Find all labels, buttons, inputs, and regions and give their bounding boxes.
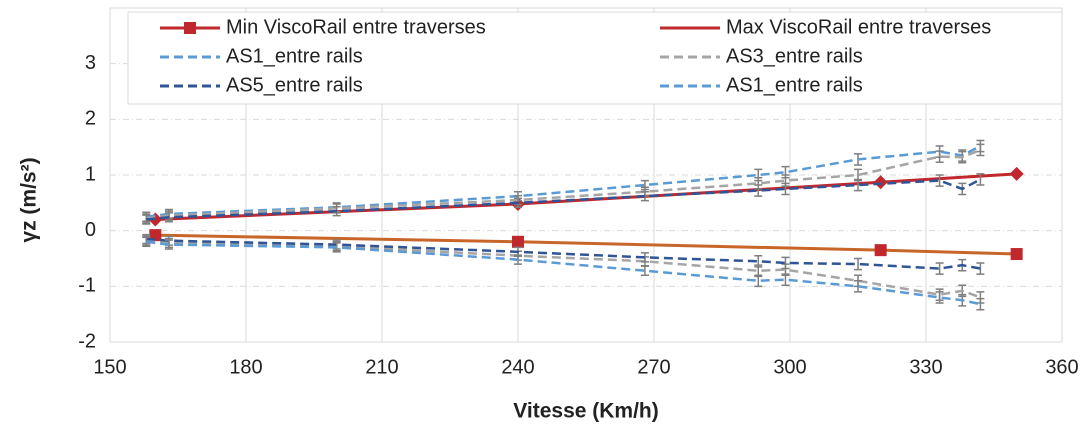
error-bar xyxy=(935,174,944,187)
x-tick-label: 300 xyxy=(773,356,806,378)
error-bar xyxy=(976,297,985,311)
y-tick-label: 0 xyxy=(85,219,96,241)
error-bar xyxy=(640,190,649,202)
legend-label: Max ViscoRail entre traverses xyxy=(726,16,991,38)
error-bar xyxy=(935,150,944,163)
y-axis-label: γz (m/s²) xyxy=(18,157,41,242)
y-tick-label: -2 xyxy=(78,330,96,352)
y-tick-label: 2 xyxy=(85,108,96,130)
marker xyxy=(874,244,887,257)
y-tick-label: 1 xyxy=(85,163,96,185)
x-tick-label: 330 xyxy=(909,356,942,378)
legend-box xyxy=(127,11,1063,105)
error-bar xyxy=(976,173,985,186)
marker xyxy=(512,235,524,248)
x-tick-label: 150 xyxy=(93,356,126,378)
error-bar xyxy=(935,262,944,275)
series-line xyxy=(146,144,981,218)
marker xyxy=(1009,166,1024,181)
series-line xyxy=(146,239,981,299)
plot-area xyxy=(109,7,1063,343)
series-line xyxy=(155,233,1017,256)
error-bar xyxy=(640,265,649,276)
x-tick-label: 360 xyxy=(1045,356,1078,378)
x-tick-label: 270 xyxy=(637,356,670,378)
y-tick-label: 3 xyxy=(85,52,96,74)
error-bar xyxy=(976,262,985,275)
error-bar xyxy=(754,274,763,288)
x-tick-label: 210 xyxy=(365,356,398,378)
error-bar xyxy=(854,257,862,271)
error-bar xyxy=(781,256,790,270)
legend-label: AS3_entre rails xyxy=(726,45,863,67)
series-line xyxy=(146,178,981,221)
x-axis-label: Vitesse (Km/h) xyxy=(513,400,659,423)
error-bar xyxy=(781,273,790,286)
error-bar xyxy=(640,252,649,263)
legend-label: Min ViscoRail entre traverses xyxy=(226,16,486,38)
legend-marker xyxy=(184,22,196,34)
legend-label: AS1_entre rails xyxy=(226,45,363,67)
marker xyxy=(149,229,162,242)
series-line xyxy=(146,237,981,270)
error-bar xyxy=(781,182,790,196)
error-bar xyxy=(854,280,862,293)
series-line xyxy=(146,148,981,220)
marker xyxy=(873,175,888,190)
error-bar xyxy=(754,254,763,268)
y-tick-label: -1 xyxy=(78,275,96,297)
series-line xyxy=(146,240,981,306)
error-bar xyxy=(935,291,944,304)
marker xyxy=(1010,248,1023,261)
error-bar xyxy=(976,143,985,157)
x-tick-label: 180 xyxy=(229,356,262,378)
error-bar xyxy=(754,184,763,197)
x-tick-label: 240 xyxy=(501,356,534,378)
error-bar xyxy=(854,178,862,192)
legend-label: AS1_entre rails xyxy=(726,74,863,96)
legend-label: AS5_entre rails xyxy=(226,74,363,96)
